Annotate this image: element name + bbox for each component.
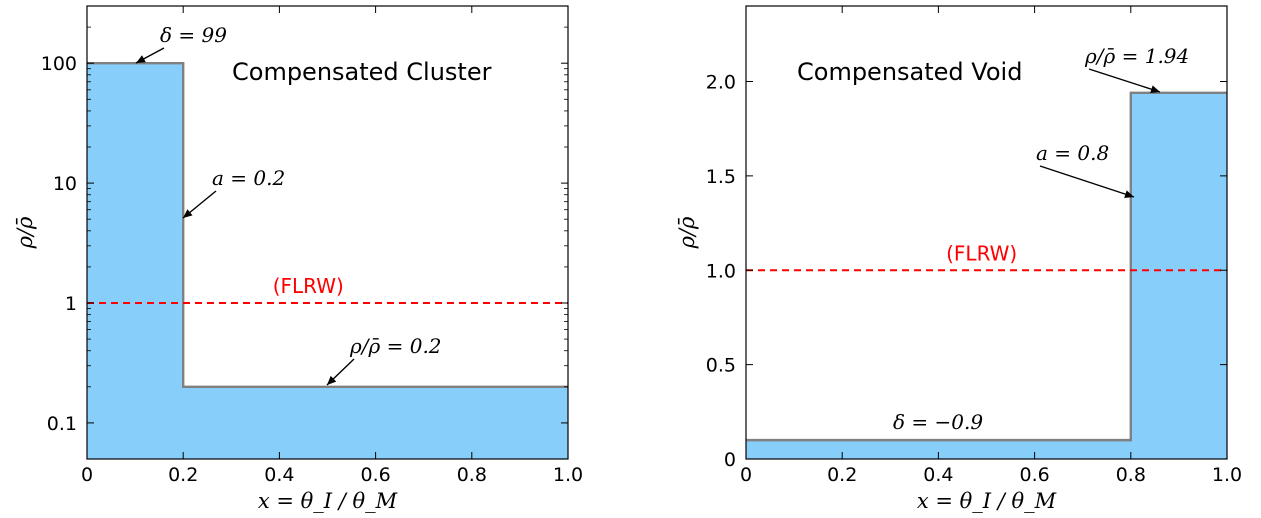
flrw-label: (FLRW) bbox=[946, 241, 1017, 265]
annotation-arrow bbox=[326, 358, 355, 386]
x-tick-label: 0.4 bbox=[264, 464, 294, 486]
annotation-arrow bbox=[135, 47, 165, 64]
annotation-label: a = 0.8 bbox=[1036, 141, 1109, 165]
annotation-label: a = 0.2 bbox=[212, 166, 285, 190]
density-step-line bbox=[87, 62, 568, 389]
x-tick-label: 0.6 bbox=[1019, 464, 1049, 486]
y-tick-label: 0.5 bbox=[706, 355, 736, 377]
annotation-label: δ = −0.9 bbox=[893, 410, 983, 434]
density-step-line bbox=[746, 91, 1227, 442]
flrw-label: (FLRW) bbox=[273, 274, 344, 298]
density-fill-area bbox=[746, 92, 1227, 459]
y-tick-label: 0 bbox=[724, 449, 736, 471]
x-tick-label: 1.0 bbox=[553, 464, 583, 486]
chart-title: Compensated Cluster bbox=[232, 58, 492, 86]
y-tick-label: 100 bbox=[41, 53, 77, 75]
annotation-arrow bbox=[1088, 68, 1161, 94]
chart-compensated-void: (FLRW) 0 0.2 0.4 0.6 0.8 1.0 0 0.5 1.0 1.5 2.0 Compe… bbox=[675, 5, 1242, 513]
density-fill-area bbox=[87, 63, 568, 460]
axes-frame bbox=[86, 5, 569, 460]
annotation-label: ρ/ρ̄ = 1.94 bbox=[1084, 44, 1189, 68]
annotation-label: δ = 99 bbox=[160, 23, 227, 47]
x-tick-label: 0 bbox=[740, 464, 752, 486]
y-tick-label: 1.5 bbox=[706, 166, 736, 188]
y-tick-label: 2.0 bbox=[706, 72, 736, 94]
x-tick-label: 0 bbox=[81, 464, 93, 486]
annotation-label: ρ/ρ̄ = 0.2 bbox=[349, 334, 442, 358]
y-axis-label: ρ/ρ̄ bbox=[675, 216, 699, 249]
chart-compensated-cluster: (FLRW) 0 0.2 0.4 0.6 0.8 1.0 0.1 1 10 100 Compensat… bbox=[13, 5, 583, 513]
x-tick-label: 0.8 bbox=[457, 464, 487, 486]
x-tick-label: 0.2 bbox=[168, 464, 198, 486]
x-axis-label: x = θ_I / θ_M bbox=[917, 489, 1057, 513]
annotation-arrow bbox=[1039, 165, 1135, 198]
y-tick-label: 1 bbox=[65, 293, 77, 315]
x-tick-label: 1.0 bbox=[1212, 464, 1242, 486]
y-tick-label: 10 bbox=[53, 173, 77, 195]
x-tick-label: 0.6 bbox=[360, 464, 390, 486]
y-tick-label: 0.1 bbox=[47, 413, 77, 435]
axes-frame bbox=[745, 5, 1228, 460]
y-tick-label: 1.0 bbox=[706, 260, 736, 282]
x-axis-label: x = θ_I / θ_M bbox=[258, 489, 398, 513]
x-tick-label: 0.4 bbox=[923, 464, 953, 486]
chart-title: Compensated Void bbox=[797, 58, 1022, 86]
x-tick-label: 0.8 bbox=[1116, 464, 1146, 486]
x-tick-label: 0.2 bbox=[827, 464, 857, 486]
annotation-arrow bbox=[182, 190, 217, 219]
y-axis-label: ρ/ρ̄ bbox=[13, 216, 37, 249]
